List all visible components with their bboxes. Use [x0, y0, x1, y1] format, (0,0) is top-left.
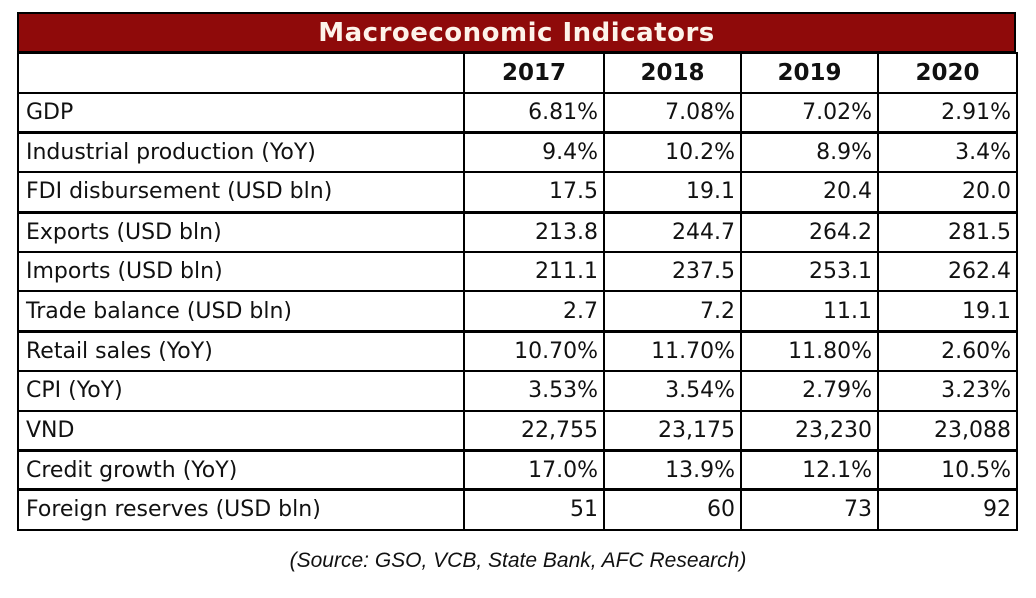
value-cell: 13.9% [603, 449, 742, 492]
table-row-vnd: VND 22,755 23,175 23,230 23,088 [17, 409, 1018, 452]
value-cell: 237.5 [603, 250, 742, 293]
value-cell: 2.7 [463, 290, 605, 333]
value-cell: 19.1 [603, 171, 742, 214]
row-label: Trade balance (USD bln) [17, 290, 465, 333]
header-2019: 2019 [740, 52, 879, 94]
value-cell: 3.54% [603, 369, 742, 412]
value-cell: 244.7 [603, 211, 742, 253]
table-row-imports: Imports (USD bln) 211.1 237.5 253.1 262.… [17, 250, 1018, 293]
table-row-retail-sales: Retail sales (YoY) 10.70% 11.70% 11.80% … [17, 330, 1018, 372]
value-cell: 10.2% [603, 131, 742, 174]
macro-indicators-figure: Macroeconomic Indicators 2017 2018 2019 … [17, 12, 1018, 531]
table-row-exports: Exports (USD bln) 213.8 244.7 264.2 281.… [17, 211, 1018, 253]
header-2018: 2018 [603, 52, 742, 94]
value-cell: 51 [463, 488, 605, 531]
header-2017: 2017 [463, 52, 605, 94]
row-label: Credit growth (YoY) [17, 449, 465, 492]
row-label: FDI disbursement (USD bln) [17, 171, 465, 214]
row-label: CPI (YoY) [17, 369, 465, 412]
table-row-industrial-production: Industrial production (YoY) 9.4% 10.2% 8… [17, 131, 1018, 174]
value-cell: 8.9% [740, 131, 879, 174]
value-cell: 211.1 [463, 250, 605, 293]
table-title-bar: Macroeconomic Indicators [17, 12, 1016, 52]
value-cell: 23,175 [603, 409, 742, 452]
value-cell: 10.5% [877, 449, 1018, 492]
value-cell: 20.0 [877, 171, 1018, 214]
value-cell: 17.0% [463, 449, 605, 492]
value-cell: 6.81% [463, 92, 605, 135]
value-cell: 73 [740, 488, 879, 531]
value-cell: 3.4% [877, 131, 1018, 174]
value-cell: 7.08% [603, 92, 742, 135]
value-cell: 17.5 [463, 171, 605, 214]
value-cell: 281.5 [877, 211, 1018, 253]
value-cell: 2.79% [740, 369, 879, 412]
value-cell: 262.4 [877, 250, 1018, 293]
header-row: 2017 2018 2019 2020 [17, 52, 1018, 94]
macro-indicators-table: 2017 2018 2019 2020 GDP 6.81% 7.08% 7.02… [17, 52, 1018, 531]
row-label: Retail sales (YoY) [17, 330, 465, 372]
value-cell: 11.80% [740, 330, 879, 372]
value-cell: 9.4% [463, 131, 605, 174]
value-cell: 2.91% [877, 92, 1018, 135]
value-cell: 23,230 [740, 409, 879, 452]
value-cell: 11.70% [603, 330, 742, 372]
value-cell: 2.60% [877, 330, 1018, 372]
value-cell: 3.53% [463, 369, 605, 412]
row-label: Foreign reserves (USD bln) [17, 488, 465, 531]
table-row-credit-growth: Credit growth (YoY) 17.0% 13.9% 12.1% 10… [17, 449, 1018, 492]
table-row-cpi: CPI (YoY) 3.53% 3.54% 2.79% 3.23% [17, 369, 1018, 412]
row-label: Imports (USD bln) [17, 250, 465, 293]
row-label: Industrial production (YoY) [17, 131, 465, 174]
value-cell: 7.2 [603, 290, 742, 333]
row-label: GDP [17, 92, 465, 135]
value-cell: 12.1% [740, 449, 879, 492]
value-cell: 264.2 [740, 211, 879, 253]
header-2020: 2020 [877, 52, 1018, 94]
table-row-foreign-reserves: Foreign reserves (USD bln) 51 60 73 92 [17, 488, 1018, 531]
value-cell: 20.4 [740, 171, 879, 214]
value-cell: 253.1 [740, 250, 879, 293]
value-cell: 22,755 [463, 409, 605, 452]
value-cell: 23,088 [877, 409, 1018, 452]
header-blank [17, 52, 465, 94]
row-label: VND [17, 409, 465, 452]
table-title: Macroeconomic Indicators [318, 17, 715, 48]
value-cell: 60 [603, 488, 742, 531]
table-row-gdp: GDP 6.81% 7.08% 7.02% 2.91% [17, 92, 1018, 135]
table-row-trade-balance: Trade balance (USD bln) 2.7 7.2 11.1 19.… [17, 290, 1018, 333]
value-cell: 3.23% [877, 369, 1018, 412]
row-label: Exports (USD bln) [17, 211, 465, 253]
value-cell: 7.02% [740, 92, 879, 135]
value-cell: 213.8 [463, 211, 605, 253]
value-cell: 11.1 [740, 290, 879, 333]
source-note: (Source: GSO, VCB, State Bank, AFC Resea… [289, 549, 747, 572]
value-cell: 19.1 [877, 290, 1018, 333]
value-cell: 92 [877, 488, 1018, 531]
table-row-fdi-disbursement: FDI disbursement (USD bln) 17.5 19.1 20.… [17, 171, 1018, 214]
value-cell: 10.70% [463, 330, 605, 372]
